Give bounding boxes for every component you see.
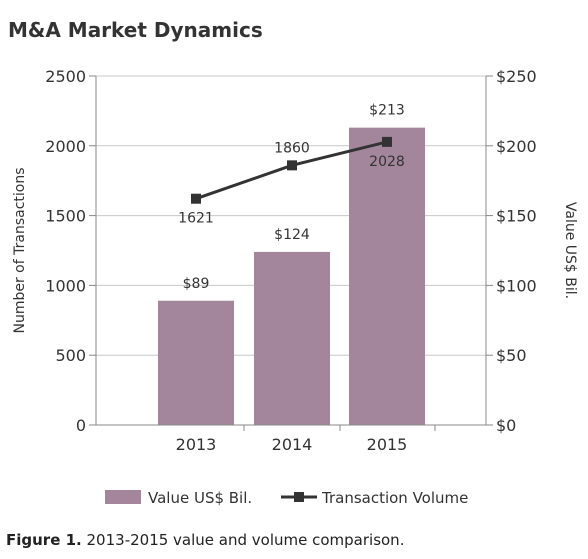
bar-2015 xyxy=(349,127,425,425)
bar-value-label: $89 xyxy=(183,276,210,292)
bar-value-label: $124 xyxy=(274,227,310,243)
line-series xyxy=(191,136,392,204)
left-tick-label: 1000 xyxy=(45,276,86,295)
line-value-label: 2028 xyxy=(369,154,405,170)
right-axis-title: Value US$ Bil. xyxy=(562,202,578,299)
axes: 0 $0 500 $50 1000 $100 1500 $150 2000 $200 2500 $25… xyxy=(12,67,578,454)
left-tick-label: 1500 xyxy=(45,207,86,226)
legend-line-label: Transaction Volume xyxy=(321,489,468,507)
right-tick-label: $250 xyxy=(496,67,537,86)
left-tick-label: 2000 xyxy=(45,137,86,156)
bar-value-label: $213 xyxy=(369,103,405,119)
line-point-2014 xyxy=(287,160,297,171)
line-point-2015 xyxy=(382,136,392,147)
x-tick-label: 2015 xyxy=(367,435,408,454)
x-tick-label: 2014 xyxy=(272,435,313,454)
left-axis-title: Number of Transactions xyxy=(12,167,28,333)
left-tick-label: 500 xyxy=(55,346,86,365)
right-tick-label: $50 xyxy=(496,346,527,365)
right-tick-label: $200 xyxy=(496,137,537,156)
caption-text: 2013-2015 value and volume comparison. xyxy=(86,531,405,549)
line-point-2013 xyxy=(191,193,201,204)
x-tick-label: 2013 xyxy=(176,435,217,454)
chart-title: M&A Market Dynamics xyxy=(8,18,263,42)
right-tick-label: $150 xyxy=(496,207,537,226)
line-value-label: 1860 xyxy=(274,140,310,156)
left-tick-label: 0 xyxy=(76,416,86,435)
legend-line-marker xyxy=(294,492,304,502)
figure-caption: Figure 1. 2013-2015 value and volume com… xyxy=(6,531,404,549)
right-tick-label: $100 xyxy=(496,276,537,295)
bar-2013 xyxy=(158,300,234,425)
data-labels: $89 $124 $213 1621 1860 2028 xyxy=(178,103,405,292)
chart-svg: 0 $0 500 $50 1000 $100 1500 $150 2000 $200 2500 $25… xyxy=(12,67,578,507)
bar-series xyxy=(158,127,425,425)
bar-2014 xyxy=(254,251,330,425)
caption-label: Figure 1. xyxy=(6,531,82,549)
line-value-label: 1621 xyxy=(178,211,214,227)
right-tick-label: $0 xyxy=(496,416,516,435)
legend-bar-swatch xyxy=(105,490,141,504)
legend-bar-label: Value US$ Bil. xyxy=(148,489,252,507)
left-tick-label: 2500 xyxy=(45,67,86,86)
legend: Value US$ Bil. Transaction Volume xyxy=(105,489,468,507)
